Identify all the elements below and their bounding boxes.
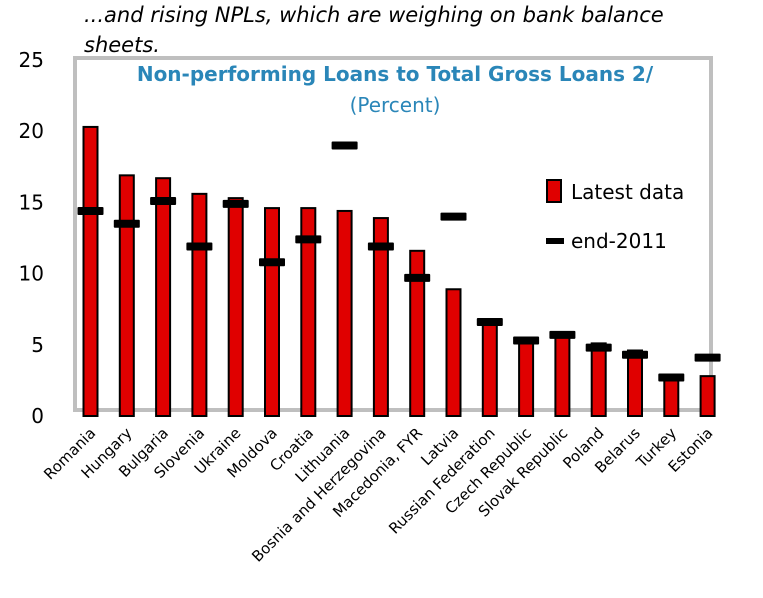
legend-swatch-latest [546,179,562,203]
bar-czech-republic [518,336,535,417]
bar-moldova [264,207,280,417]
chart-frame [73,56,713,412]
bar-russian-federation [481,318,498,417]
marker-end2011-bulgaria [150,196,177,205]
y-tick-label: 25 [19,48,44,72]
marker-end2011-hungary [113,219,140,228]
bar-hungary [118,174,135,417]
chart-title: Non-performing Loans to Total Gross Loan… [137,62,654,86]
bar-bulgaria [155,177,172,417]
y-tick-label: 10 [19,262,44,286]
bar-turkey [663,375,680,417]
marker-end2011-croatia [295,235,322,244]
marker-end2011-lithuania [331,141,358,150]
marker-end2011-macedonia-fyr [404,273,431,282]
marker-end2011-slovak-republic [549,330,576,339]
y-tick-label: 15 [19,190,44,214]
chart-caption: ...and rising NPLs, which are weighing o… [84,3,664,57]
bar-slovak-republic [554,332,571,417]
marker-end2011-russian-federation [476,318,503,327]
legend: Latest data end-2011 [546,179,684,253]
y-tick-label: 5 [31,333,44,357]
bar-bosnia-and-herzegovina [372,217,389,417]
chart-subtitle: (Percent) [350,93,441,117]
bar-macedonia-fyr [409,249,426,417]
marker-end2011-belarus [622,350,648,359]
bar-latvia [445,288,462,418]
marker-end2011-ukraine [222,199,249,208]
legend-label-latest: Latest data [571,180,684,204]
bar-ukraine [227,197,244,417]
bar-croatia [300,207,317,417]
marker-end2011-poland [585,343,612,352]
marker-end2011-slovenia [186,242,213,251]
bar-slovenia [191,192,208,417]
legend-label-end2011: end-2011 [571,229,667,253]
marker-end2011-moldova [259,258,285,267]
bar-lithuania [336,209,353,417]
bar-estonia [699,375,716,417]
bar-belarus [627,349,643,417]
marker-end2011-romania [77,206,104,215]
marker-end2011-estonia [694,353,721,362]
marker-end2011-turkey [658,373,685,382]
y-tick-label: 0 [31,404,44,428]
y-tick-label: 20 [19,119,44,143]
marker-end2011-czech-republic [513,336,540,345]
marker-end2011-latvia [440,212,467,221]
bar-romania [82,125,99,417]
marker-end2011-bosnia-and-herzegovina [367,242,394,251]
bar-poland [590,342,607,418]
legend-swatch-end2011 [546,238,564,244]
